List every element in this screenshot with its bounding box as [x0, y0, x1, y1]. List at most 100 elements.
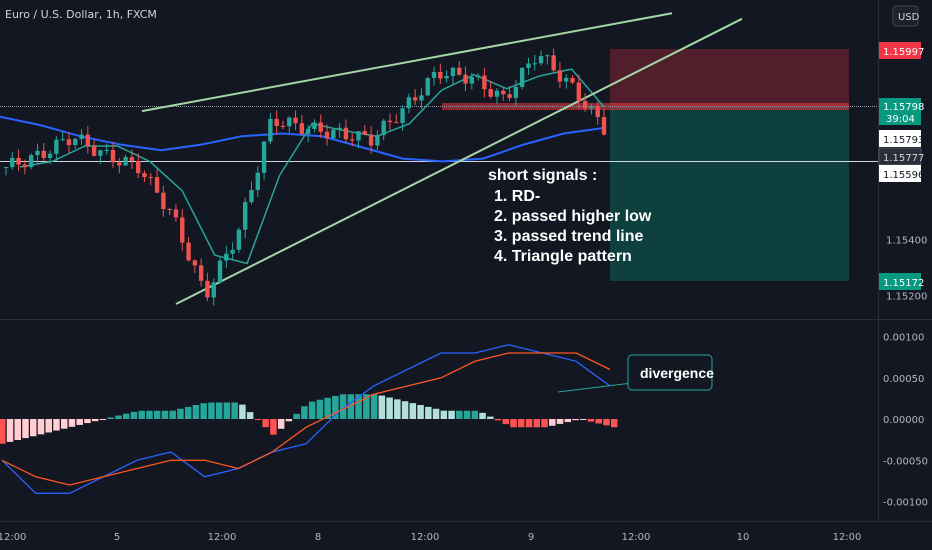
histogram-bar: [122, 413, 130, 419]
candle-body: [60, 139, 65, 141]
histogram-bar: [463, 410, 471, 419]
histogram-bar: [192, 405, 200, 419]
histogram-bar: [76, 419, 83, 425]
lower-trendline[interactable]: [175, 17, 743, 305]
signal-line[interactable]: [1, 352, 611, 486]
time-tick-label: 10: [737, 532, 750, 543]
candle-body: [47, 153, 53, 159]
candle-body: [28, 155, 34, 168]
histogram-bar: [487, 416, 494, 419]
histogram-bar: [91, 419, 99, 422]
histogram-bar: [53, 419, 60, 431]
candlestick-series: [3, 48, 607, 306]
signals-note[interactable]: short signals : 1. RD- 2. passed higher …: [488, 167, 652, 265]
signal-item-2: 2. passed higher low: [494, 208, 652, 225]
histogram-bar: [184, 406, 192, 419]
candle-body: [236, 229, 242, 250]
histogram-bar: [564, 419, 572, 423]
candle-body: [595, 106, 600, 118]
price-tag-target-text: 1.15172: [883, 278, 924, 289]
candle-body: [268, 118, 273, 142]
histogram-bar: [587, 419, 595, 422]
histogram-bar: [262, 419, 269, 428]
time-tick-label: 8: [315, 532, 321, 543]
histogram-bar: [177, 408, 184, 419]
candle-body: [551, 55, 556, 71]
grid: [0, 0, 932, 522]
candle-body: [375, 135, 380, 146]
histogram-bar: [246, 412, 254, 419]
candle-body: [394, 122, 399, 124]
candle-body: [192, 260, 198, 266]
candle-body: [41, 150, 46, 159]
time-tick-label: 12:00: [622, 532, 651, 543]
signal-item-3: 3. passed trend line: [494, 228, 643, 245]
stop-loss-zone[interactable]: [610, 49, 849, 107]
divergence-label: divergence: [640, 365, 714, 381]
upper-trendline[interactable]: [141, 12, 673, 113]
candle-body: [79, 134, 84, 139]
histogram-bar: [99, 419, 107, 420]
ma-teal-line[interactable]: [19, 68, 605, 265]
short-position-tool[interactable]: [442, 49, 849, 281]
histogram-bar: [448, 410, 455, 419]
macd-tick-label: -0.00100: [883, 498, 928, 509]
candle-body: [287, 117, 292, 127]
candle-body: [22, 164, 28, 168]
histogram-bar: [239, 404, 246, 419]
price-tag-stop[interactable]: 1.15997: [879, 42, 924, 59]
candle-body: [557, 70, 563, 82]
price-tag-15793[interactable]: 1.15793: [879, 130, 924, 147]
candle-body: [198, 265, 204, 281]
histogram-bar: [231, 402, 238, 419]
price-tag-target[interactable]: 1.15172: [879, 273, 924, 290]
time-tick-label: 12:00: [833, 532, 862, 543]
candle-body: [35, 150, 40, 156]
histogram-bar: [277, 419, 285, 429]
candle-body: [419, 95, 424, 101]
candle-body: [305, 128, 311, 134]
candle-body: [117, 162, 122, 166]
histogram-bar: [324, 397, 331, 419]
time-tick-label: 5: [114, 532, 120, 543]
price-tag-15777-text: 1.15777: [883, 153, 924, 164]
price-tag-15596[interactable]: 1.15596: [879, 165, 924, 182]
callout-pointer: [557, 382, 633, 393]
histogram-bar: [432, 408, 440, 419]
symbol-title: Euro / U.S. Dollar, 1h, FXCM: [5, 8, 157, 21]
histogram-bar: [200, 403, 207, 419]
price-tag-15793-text: 1.15793: [883, 135, 924, 146]
histogram-bar: [153, 410, 161, 419]
price-tag-15777[interactable]: 1.15777: [878, 147, 924, 166]
candle-body: [91, 146, 97, 156]
histogram-bar: [494, 419, 502, 421]
histogram-bar: [378, 395, 386, 419]
macd-pane: [0, 344, 618, 494]
histogram-bar: [37, 419, 45, 435]
candle-body: [601, 117, 607, 135]
price-tag-last[interactable]: 1.15798 39:04: [879, 98, 924, 125]
histogram-bar: [580, 419, 587, 420]
candle-body: [545, 55, 550, 57]
histogram-bar: [386, 397, 393, 419]
candle-body: [501, 90, 506, 95]
histogram-bar: [84, 419, 91, 424]
take-profit-zone[interactable]: [610, 107, 849, 281]
histogram-bar: [363, 394, 370, 419]
histogram-bar: [293, 413, 300, 419]
candle-body: [110, 150, 116, 163]
candle-body: [538, 55, 544, 64]
candle-body: [406, 97, 412, 109]
candle-body: [425, 78, 430, 96]
candle-body: [98, 150, 103, 156]
divergence-callout[interactable]: divergence: [557, 354, 714, 393]
candle-body: [381, 120, 386, 136]
candle-body: [293, 117, 298, 124]
price-axis-tags: 1.15997 1.15798 39:04 1.15793 1.15777 1.…: [878, 42, 924, 290]
histogram-bar: [107, 417, 114, 419]
signal-item-4: 4. Triangle pattern: [494, 248, 632, 265]
currency-button[interactable]: USD: [892, 5, 920, 27]
candle-body: [507, 94, 512, 98]
candle-body: [431, 71, 437, 79]
